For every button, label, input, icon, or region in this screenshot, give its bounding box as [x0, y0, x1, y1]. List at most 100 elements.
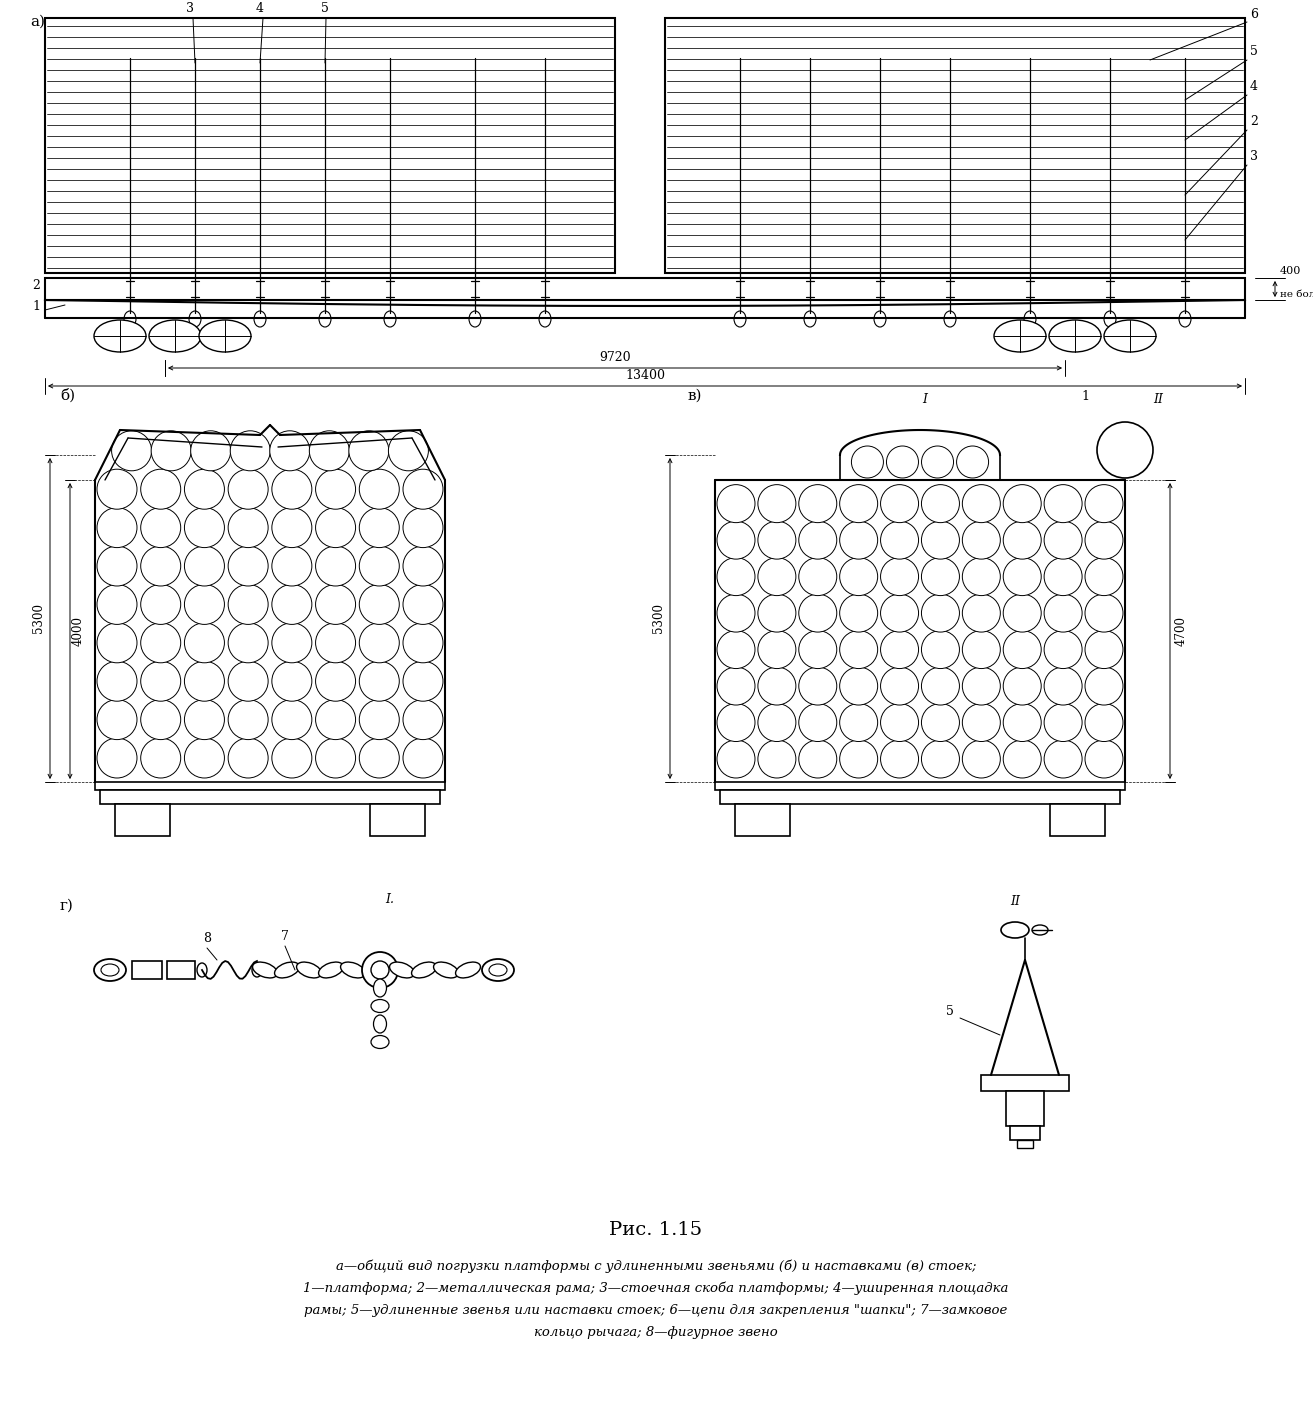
Circle shape	[184, 700, 225, 739]
Circle shape	[962, 521, 1001, 559]
Circle shape	[1085, 631, 1123, 669]
Ellipse shape	[433, 962, 458, 978]
Bar	[716, 783, 1125, 790]
Circle shape	[228, 622, 268, 663]
Circle shape	[403, 622, 442, 663]
Bar	[116, 804, 169, 836]
Circle shape	[758, 667, 796, 705]
Bar	[133, 961, 161, 979]
Ellipse shape	[297, 962, 322, 978]
Circle shape	[140, 584, 181, 624]
Circle shape	[140, 507, 181, 548]
Text: Рис. 1.15: Рис. 1.15	[609, 1221, 702, 1239]
Circle shape	[758, 631, 796, 669]
Circle shape	[272, 622, 312, 663]
Circle shape	[315, 622, 356, 663]
Circle shape	[840, 521, 877, 559]
Ellipse shape	[101, 964, 119, 976]
Circle shape	[403, 662, 442, 701]
Circle shape	[717, 485, 755, 523]
Text: в): в)	[688, 389, 702, 403]
Ellipse shape	[95, 960, 126, 981]
Circle shape	[840, 667, 877, 705]
Circle shape	[272, 547, 312, 586]
Text: 13400: 13400	[625, 370, 664, 382]
Circle shape	[798, 521, 836, 559]
Circle shape	[360, 738, 399, 778]
Circle shape	[717, 631, 755, 669]
Bar	[1006, 1092, 1044, 1125]
Text: 4700: 4700	[1175, 615, 1188, 646]
Text: 4000: 4000	[72, 615, 85, 646]
Circle shape	[758, 594, 796, 632]
Circle shape	[840, 485, 877, 523]
Circle shape	[1085, 704, 1123, 742]
Ellipse shape	[1104, 320, 1155, 353]
Circle shape	[151, 431, 192, 471]
Circle shape	[717, 704, 755, 742]
Circle shape	[758, 485, 796, 523]
Circle shape	[758, 521, 796, 559]
Bar	[100, 790, 440, 804]
Circle shape	[1044, 594, 1082, 632]
Circle shape	[881, 704, 919, 742]
Circle shape	[97, 622, 137, 663]
Circle shape	[228, 547, 268, 586]
Circle shape	[272, 738, 312, 778]
Circle shape	[140, 700, 181, 739]
Circle shape	[1003, 594, 1041, 632]
Text: не более: не более	[1280, 289, 1313, 299]
Ellipse shape	[373, 979, 386, 998]
Circle shape	[360, 507, 399, 548]
Circle shape	[140, 738, 181, 778]
Circle shape	[360, 622, 399, 663]
Circle shape	[717, 558, 755, 596]
Text: 1: 1	[32, 301, 39, 313]
Text: 2: 2	[1250, 115, 1258, 128]
Circle shape	[184, 622, 225, 663]
Text: 5300: 5300	[32, 603, 45, 634]
Circle shape	[1044, 740, 1082, 778]
Circle shape	[922, 485, 960, 523]
Circle shape	[228, 700, 268, 739]
Circle shape	[272, 469, 312, 509]
Circle shape	[360, 662, 399, 701]
Ellipse shape	[874, 311, 886, 327]
Circle shape	[97, 700, 137, 739]
Ellipse shape	[944, 311, 956, 327]
Circle shape	[184, 507, 225, 548]
Circle shape	[922, 631, 960, 669]
Circle shape	[112, 431, 151, 471]
Circle shape	[1003, 704, 1041, 742]
Circle shape	[140, 622, 181, 663]
Ellipse shape	[123, 311, 137, 327]
Circle shape	[97, 469, 137, 509]
Circle shape	[1003, 521, 1041, 559]
Bar	[664, 18, 1245, 273]
Circle shape	[1044, 521, 1082, 559]
Circle shape	[140, 547, 181, 586]
Ellipse shape	[252, 962, 263, 976]
Circle shape	[1085, 740, 1123, 778]
Circle shape	[798, 485, 836, 523]
Circle shape	[717, 521, 755, 559]
Circle shape	[758, 558, 796, 596]
Ellipse shape	[340, 962, 365, 978]
Ellipse shape	[482, 960, 513, 981]
Circle shape	[349, 431, 389, 471]
Circle shape	[798, 558, 836, 596]
Text: 7: 7	[281, 930, 289, 943]
Circle shape	[881, 521, 919, 559]
Ellipse shape	[540, 311, 551, 327]
Circle shape	[228, 738, 268, 778]
Circle shape	[1085, 667, 1123, 705]
Circle shape	[1085, 521, 1123, 559]
Circle shape	[717, 594, 755, 632]
Circle shape	[840, 740, 877, 778]
Circle shape	[97, 547, 137, 586]
Circle shape	[184, 738, 225, 778]
Text: 8: 8	[204, 932, 211, 946]
Circle shape	[922, 594, 960, 632]
Circle shape	[962, 594, 1001, 632]
Circle shape	[140, 662, 181, 701]
